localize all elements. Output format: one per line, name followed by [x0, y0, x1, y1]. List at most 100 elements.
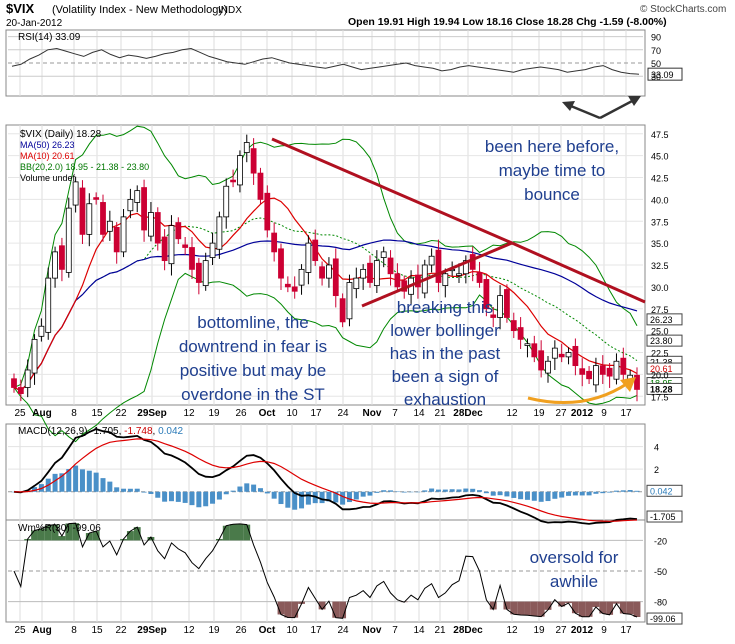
- price-panel: [5, 124, 646, 406]
- rsi-tick-label: 30: [651, 72, 661, 82]
- rsi-tick-label: 50: [651, 59, 661, 69]
- candle-body: [428, 255, 435, 266]
- macd-hist-bar: [593, 491, 599, 494]
- macd-hist-bar: [367, 491, 373, 496]
- macd-hist-bar: [518, 491, 524, 500]
- candle-body: [606, 367, 613, 377]
- price-tick-label: 47.5: [651, 130, 669, 140]
- candle-body: [161, 236, 168, 262]
- x-tick-label: 21: [434, 408, 446, 419]
- candle-body: [237, 155, 243, 186]
- price-value-label: 20.61: [650, 364, 673, 374]
- wmr-line: [13, 522, 638, 619]
- macd-hist-bar: [100, 478, 106, 492]
- price-tick-label: 17.5: [651, 392, 669, 402]
- oversold-line-1: oversold for: [530, 548, 619, 567]
- wmr-oversold-fill: [524, 601, 531, 616]
- x-tick-label: 14: [413, 625, 425, 636]
- macd-hist-bar: [299, 491, 305, 509]
- legend-ma10: MA(10) 20.61: [20, 151, 75, 161]
- macd-signal-value: -1.748: [124, 426, 153, 437]
- macd-panel: [5, 423, 646, 521]
- price-tick-label: 27.5: [651, 305, 669, 315]
- x-tick-label: 24: [337, 625, 349, 636]
- wmr-oversold-fill: [565, 601, 572, 604]
- candle-body: [148, 212, 154, 237]
- candle-body: [538, 350, 545, 371]
- candle-body: [38, 325, 45, 337]
- rsi-arrow-right: [599, 96, 641, 120]
- bollinger-line-4: been a sign of: [392, 367, 499, 386]
- wmr-value-label: -99.06: [650, 614, 676, 624]
- macd-hist-bar: [271, 491, 277, 499]
- price-value-label: 23.80: [650, 336, 673, 346]
- x-tick-label: 29Sep: [137, 408, 166, 419]
- macd-hist-bar: [435, 489, 441, 492]
- rsi-tick-label: 90: [651, 33, 661, 43]
- wmr-oversold-fill: [619, 601, 627, 614]
- macd-hist-bar: [107, 481, 113, 492]
- candle-body: [93, 197, 100, 200]
- wmr-oversold-fill: [606, 601, 614, 615]
- candle-body: [11, 378, 17, 388]
- wmr-oversold-fill: [517, 601, 525, 615]
- x-tick-label: 27: [555, 625, 567, 636]
- trendline-upper-1: [271, 137, 513, 245]
- macd-hist-bar: [333, 491, 339, 503]
- candle-body: [250, 148, 257, 174]
- legend-ma50: MA(50) 26.23: [20, 140, 75, 150]
- macd-hist-bar: [627, 490, 633, 492]
- macd-hist-bar: [346, 491, 352, 503]
- wmr-oversold-fill: [291, 601, 299, 618]
- x-tick-label: 17: [620, 625, 632, 636]
- candle-body: [195, 262, 202, 283]
- macd-hist-bar: [203, 491, 209, 507]
- macd-hist-bar: [559, 491, 565, 498]
- wmr-oversold-fill: [277, 601, 285, 615]
- x-tick-label: Oct: [259, 408, 276, 419]
- axis-labels: 25 25 Aug Aug 8 8 15 15 22 22 29Sep 29Sep 12 12 19 19 26…: [14, 33, 668, 636]
- rsi-indicator: 33.09: [11, 47, 683, 81]
- bottomline-line-2: downtrend in fear is: [179, 337, 327, 356]
- candle-body: [380, 251, 387, 258]
- wmr-oversold-fill: [613, 601, 620, 604]
- candle-body: [490, 314, 497, 318]
- x-tick-label: 10: [286, 625, 298, 636]
- price-tick-label: 30.0: [651, 283, 669, 293]
- macd-hist-bar: [483, 491, 489, 494]
- price-legend: $VIX (Daily) 18.28 MA(50) 26.23 MA(10) 2…: [20, 129, 149, 183]
- wmr-overbought-fill: [58, 536, 66, 541]
- x-tick-label: 19: [208, 625, 220, 636]
- macd-hist-bar: [189, 491, 195, 506]
- price-tick-label: 37.5: [651, 217, 669, 227]
- candle-body: [572, 345, 579, 367]
- macd-tick-label: 4: [654, 443, 659, 453]
- bollinger-line-2: lower bollinger: [390, 321, 500, 340]
- x-tick-label: 2012: [571, 625, 594, 636]
- chart-date: 20-Jan-2012: [6, 18, 63, 29]
- grid-lines: [8, 30, 643, 622]
- rsi-value-badge: [647, 67, 683, 81]
- macd-hist-bar: [196, 491, 202, 508]
- bounce-line-3: bounce: [524, 185, 580, 204]
- trendline-upper-2: [511, 241, 646, 304]
- macd-hist-bar: [127, 488, 133, 492]
- bottomline-line-4: overdone in the ST: [181, 385, 325, 404]
- wmr-oversold-fill: [332, 601, 340, 618]
- macd-value-label: -1.705: [650, 512, 676, 522]
- macd-hist-bar: [93, 472, 99, 492]
- macd-hist-bar: [86, 470, 92, 492]
- macd-hist-bar: [223, 491, 229, 495]
- candle-body: [86, 203, 93, 235]
- candle-body: [202, 260, 209, 286]
- x-tick-label: 17: [620, 408, 632, 419]
- macd-hist-bar: [216, 491, 222, 500]
- x-tick-label: 8: [71, 408, 77, 419]
- candle-body: [17, 387, 24, 395]
- wmr-overbought-fill: [133, 527, 141, 541]
- wmr-tick-label: -50: [654, 567, 667, 577]
- candle-body: [134, 190, 141, 203]
- x-tick-label: 19: [533, 408, 545, 419]
- x-tick-label: 14: [413, 408, 425, 419]
- x-tick-label: 25: [14, 625, 26, 636]
